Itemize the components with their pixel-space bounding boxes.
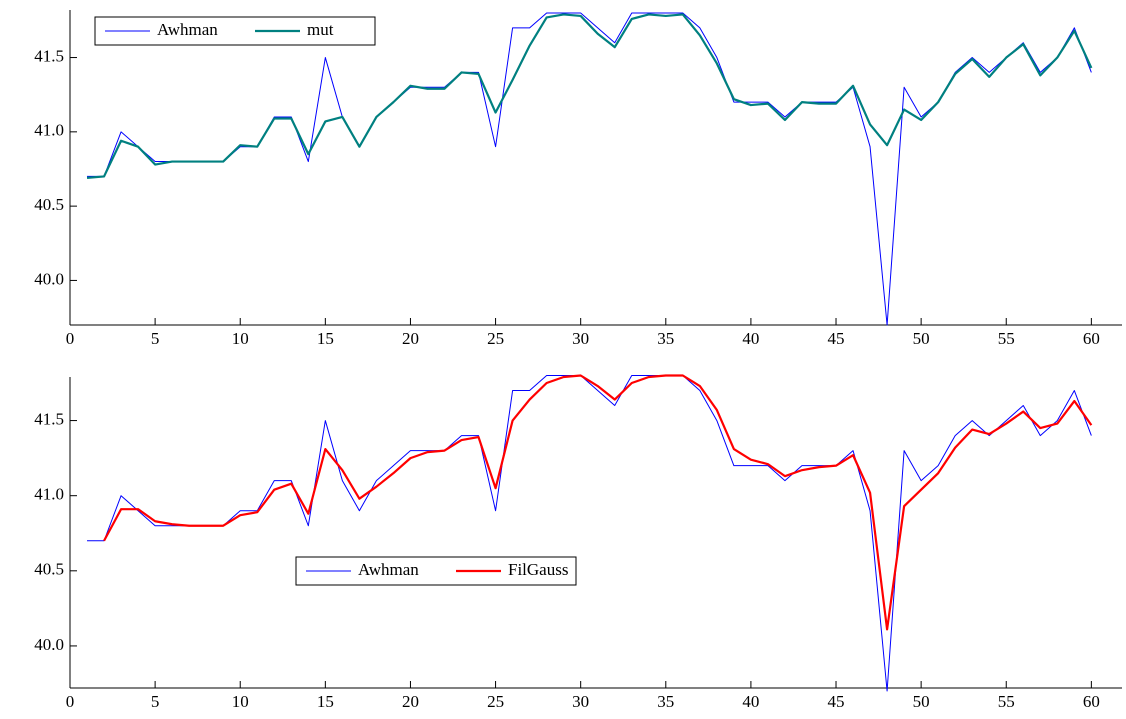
y-tick-label: 40.0 — [34, 635, 64, 654]
x-tick-label: 50 — [913, 692, 930, 711]
y-tick-label: 40.0 — [34, 269, 64, 288]
x-tick-label: 10 — [232, 329, 249, 348]
x-tick-label: 60 — [1083, 692, 1100, 711]
y-tick-label: 41.0 — [34, 485, 64, 504]
x-tick-label: 25 — [487, 692, 504, 711]
x-tick-label: 30 — [572, 692, 589, 711]
x-tick-label: 45 — [828, 329, 845, 348]
y-tick-label: 41.5 — [34, 46, 64, 65]
series-line — [103, 374, 1093, 631]
x-tick-label: 35 — [657, 692, 674, 711]
legend-label: FilGauss — [508, 560, 568, 579]
x-tick-label: 40 — [742, 692, 759, 711]
series-line — [87, 375, 1092, 692]
x-tick-label: 50 — [913, 329, 930, 348]
y-tick-label: 41.0 — [34, 121, 64, 140]
x-tick-label: 5 — [151, 329, 160, 348]
x-tick-label: 45 — [828, 692, 845, 711]
legend-label: Awhman — [157, 20, 218, 39]
series-line — [86, 13, 1093, 179]
x-tick-label: 20 — [402, 692, 419, 711]
y-tick-label: 40.5 — [34, 195, 64, 214]
x-tick-label: 15 — [317, 329, 334, 348]
x-tick-label: 25 — [487, 329, 504, 348]
x-tick-label: 10 — [232, 692, 249, 711]
x-tick-label: 0 — [66, 329, 75, 348]
x-tick-label: 55 — [998, 329, 1015, 348]
x-tick-label: 55 — [998, 692, 1015, 711]
x-tick-label: 35 — [657, 329, 674, 348]
y-tick-label: 40.5 — [34, 560, 64, 579]
y-tick-label: 41.5 — [34, 409, 64, 428]
x-tick-label: 60 — [1083, 329, 1100, 348]
x-tick-label: 40 — [742, 329, 759, 348]
series-line — [87, 12, 1092, 326]
x-tick-label: 0 — [66, 692, 75, 711]
x-tick-label: 20 — [402, 329, 419, 348]
x-tick-label: 5 — [151, 692, 160, 711]
legend-label: mut — [307, 20, 334, 39]
legend-label: Awhman — [358, 560, 419, 579]
x-tick-label: 15 — [317, 692, 334, 711]
x-tick-label: 30 — [572, 329, 589, 348]
